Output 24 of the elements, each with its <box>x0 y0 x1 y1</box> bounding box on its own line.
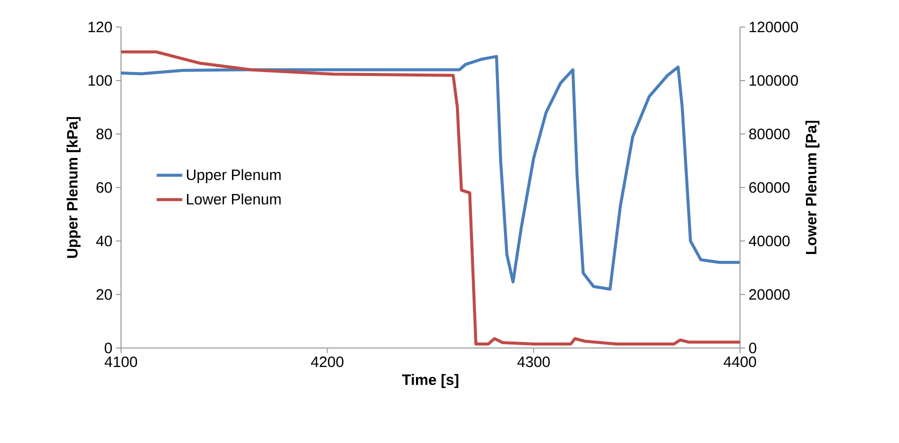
y-tick-label: 0 <box>104 342 112 354</box>
y2-tick-label: 120000 <box>750 22 798 32</box>
y-tick-label: 80 <box>96 128 112 140</box>
y2-tick-label: 20000 <box>749 289 790 300</box>
y2-tick-label: 0 <box>749 342 756 354</box>
x-axis-title: Time [s] <box>402 374 458 388</box>
legend-label: Upper Plenum <box>186 169 281 184</box>
y2-tick-label: 80000 <box>749 128 790 140</box>
y-tick-label: 20 <box>96 289 112 300</box>
x-tick-label: 4400 <box>724 356 756 368</box>
y2-tick-label: 40000 <box>748 236 790 246</box>
x-tick-label: 4200 <box>311 356 344 368</box>
x-tick-label: 4100 <box>104 356 138 368</box>
y-tick-label: 120 <box>88 22 112 32</box>
y2-axis-title: Lower Plenum [Pa] <box>805 120 820 254</box>
line-series <box>121 50 740 346</box>
y-tick-label: 60 <box>96 182 112 193</box>
y2-tick-label: 100000 <box>750 75 798 86</box>
y2-tick-label: 60000 <box>749 182 790 193</box>
legend-label: Lower Plenum <box>186 193 281 204</box>
x-tick-label: 4300 <box>517 356 550 368</box>
y-tick-label: 40 <box>96 236 112 246</box>
y-tick-label: 100 <box>88 75 112 86</box>
y-axis-title: Upper Plenum [kPa] <box>66 117 81 258</box>
